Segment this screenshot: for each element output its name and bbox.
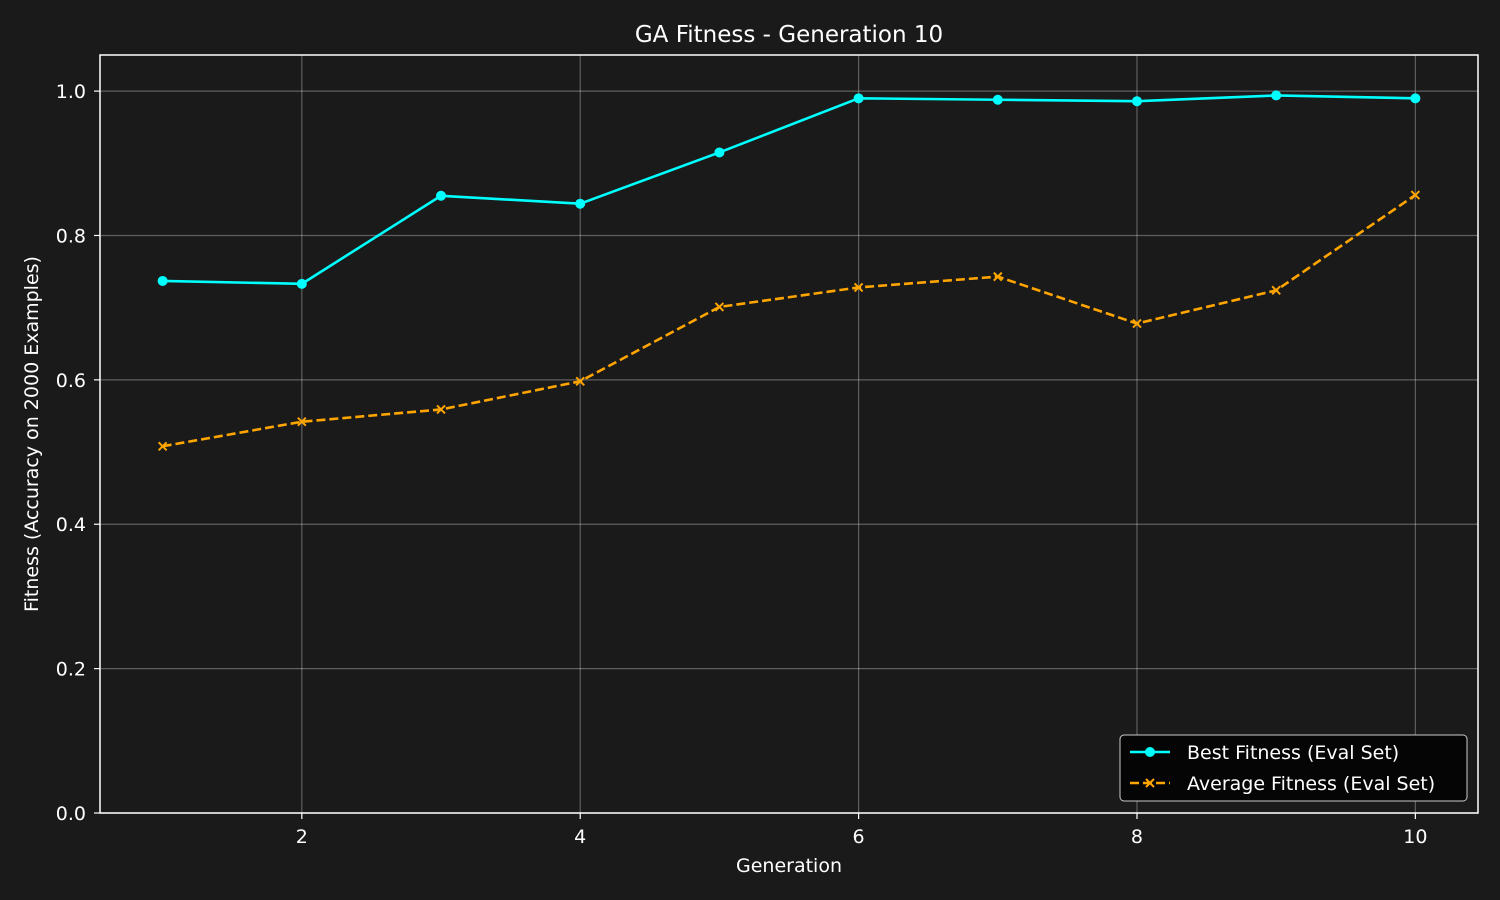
plot-area [100,55,1478,813]
best-fitness-point [1131,96,1142,107]
average-fitness-point [1132,318,1142,329]
best-fitness-point [1271,90,1282,101]
average-fitness-line [162,193,1417,448]
best-fitness-point [436,190,447,201]
y-tick-label: 0.4 [56,514,86,536]
plot-frame [99,54,1479,814]
y-tick-label: 0.8 [56,225,86,247]
x-tick-label: 4 [574,826,586,848]
legend-best-label: Best Fitness (Eval Set) [1187,742,1399,764]
average-fitness-point [993,271,1003,282]
x-tick-label: 6 [853,826,865,848]
legend-average-label: Average Fitness (Eval Set) [1187,773,1435,795]
legend-box [1119,734,1468,802]
y-tick-label: 0.2 [56,659,86,681]
x-tick-label: 10 [1403,826,1427,848]
average-fitness-point [1410,190,1421,200]
best-fitness-point [853,93,864,104]
best-fitness-line [162,94,1416,286]
x-axis-label: Generation [736,855,842,877]
best-fitness-point [992,94,1003,105]
average-fitness-point [436,404,446,415]
y-axis-label: Fitness (Accuracy on 2000 Examples) [21,256,43,612]
average-fitness-point [1271,285,1281,296]
best-fitness-point [1410,93,1421,104]
y-tick-label: 0.6 [56,370,86,392]
legend-average-marker [1145,778,1155,788]
average-fitness-point [297,417,307,427]
legend-best-marker [1145,747,1155,757]
best-fitness-point [157,275,168,286]
average-fitness-point [853,282,864,293]
chart-title: GA Fitness - Generation 10 [635,22,943,48]
best-fitness-point [575,198,586,209]
legend: Best Fitness (Eval Set) Average Fitness … [1119,734,1468,802]
average-fitness-point [714,302,725,312]
y-tick-label: 0.0 [56,803,86,825]
best-fitness-point [714,147,725,158]
average-fitness-point [575,376,585,387]
y-tick-label: 1.0 [56,81,86,103]
best-fitness-point [296,278,307,289]
x-tick-label: 8 [1131,826,1143,848]
axis-ticks: 2 4 6 8 10 0.0 0.2 0.4 0.6 0.8 1.0 [56,81,1428,848]
series [157,90,1421,451]
average-fitness-point [157,441,168,451]
x-tick-label: 2 [296,826,308,848]
